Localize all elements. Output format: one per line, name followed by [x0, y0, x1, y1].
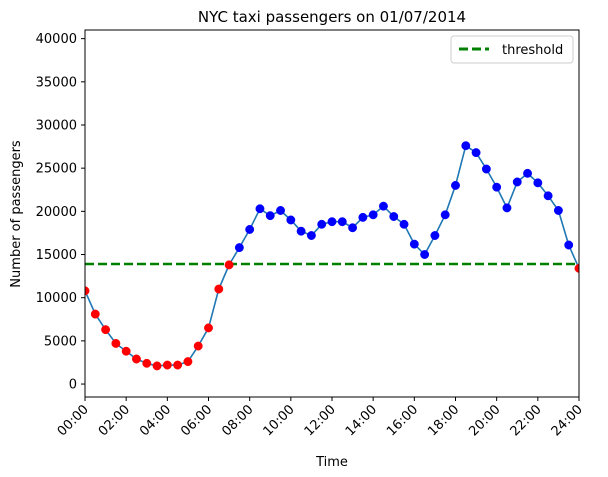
data-point-above	[409, 239, 419, 249]
y-tick-label: 35000	[36, 75, 77, 90]
x-tick-label: 22:00	[508, 402, 545, 439]
data-point-below	[162, 360, 172, 370]
x-tick-label: 06:00	[178, 402, 215, 439]
chart-title: NYC taxi passengers on 01/07/2014	[198, 8, 466, 26]
data-point-above	[337, 217, 347, 227]
x-tick-label: 20:00	[466, 402, 503, 439]
x-axis-ticks: 00:00 02:00 04:00 06:00 08:00 10:00 12:00 14:00…	[55, 397, 586, 439]
data-point-above	[389, 212, 399, 221]
data-point-below	[152, 361, 162, 371]
plot-frame	[84, 29, 580, 398]
y-tick-label: 0	[69, 378, 77, 393]
data-point-above	[502, 203, 512, 213]
data-point-above	[553, 206, 563, 215]
data-point-above	[245, 225, 255, 234]
data-point-above	[379, 201, 388, 211]
data-point-above	[481, 164, 491, 174]
y-tick-label: 30000	[36, 118, 77, 133]
data-point-above	[523, 168, 532, 178]
y-tick-label: 5000	[44, 334, 77, 349]
data-point-below	[111, 339, 121, 348]
x-axis-label: Time	[315, 455, 348, 470]
data-point-above	[399, 219, 409, 229]
y-tick-label: 15000	[36, 248, 77, 263]
data-point-above	[564, 240, 574, 250]
data-point-above	[420, 250, 430, 259]
legend-threshold-label: threshold	[502, 43, 563, 58]
data-point-below	[183, 357, 193, 367]
x-tick-label: 10:00	[261, 402, 298, 439]
x-tick-label: 18:00	[425, 402, 462, 439]
y-tick-label: 20000	[36, 205, 77, 220]
x-tick-label: 00:00	[55, 402, 92, 439]
data-point-below	[142, 358, 152, 368]
data-point-above	[327, 217, 337, 227]
data-point-above	[368, 210, 378, 220]
data-point-below	[132, 354, 141, 364]
data-point-above	[451, 180, 460, 190]
data-point-above	[234, 243, 244, 253]
data-point-below	[204, 323, 213, 333]
data-point-above	[440, 210, 450, 220]
x-tick-label: 14:00	[343, 402, 380, 439]
data-point-above	[306, 231, 316, 240]
data-point-above	[543, 191, 553, 201]
data-point-above	[317, 219, 327, 229]
data-point-below	[224, 260, 234, 270]
legend-box	[450, 35, 574, 64]
data-point-below	[193, 341, 203, 351]
data-point-above	[286, 215, 296, 225]
data-point-above	[348, 223, 358, 233]
data-point-above	[461, 141, 471, 151]
series-line	[85, 144, 579, 367]
data-point-below	[173, 360, 183, 370]
data-point-below	[121, 346, 131, 356]
data-point-below	[101, 325, 111, 335]
y-tick-label: 10000	[36, 291, 77, 306]
y-axis-ticks: 0 5000 10000 15000 20000 25000 30000 35000 40000	[36, 32, 85, 393]
data-point-above	[255, 204, 265, 214]
data-point-above	[296, 226, 306, 236]
data-point-above	[492, 182, 502, 192]
data-points	[85, 141, 579, 371]
x-tick-label: 02:00	[96, 402, 133, 439]
data-point-above	[358, 212, 368, 222]
data-point-above	[512, 177, 522, 187]
y-tick-label: 25000	[36, 162, 77, 177]
data-point-above	[276, 206, 285, 215]
x-tick-label: 24:00	[549, 402, 586, 439]
y-tick-label: 40000	[36, 32, 77, 47]
data-point-below	[214, 284, 224, 294]
x-tick-label: 12:00	[302, 402, 339, 439]
data-point-below	[90, 309, 100, 319]
x-tick-label: 08:00	[219, 402, 256, 439]
y-axis-label: Number of passengers	[9, 140, 24, 288]
data-point-above	[471, 148, 481, 158]
x-tick-label: 04:00	[137, 402, 174, 439]
data-point-above	[430, 231, 440, 240]
data-point-above	[533, 178, 543, 188]
x-tick-label: 16:00	[384, 402, 421, 439]
legend: threshold	[450, 35, 574, 64]
data-point-above	[265, 211, 275, 221]
passengers-line	[85, 144, 579, 367]
